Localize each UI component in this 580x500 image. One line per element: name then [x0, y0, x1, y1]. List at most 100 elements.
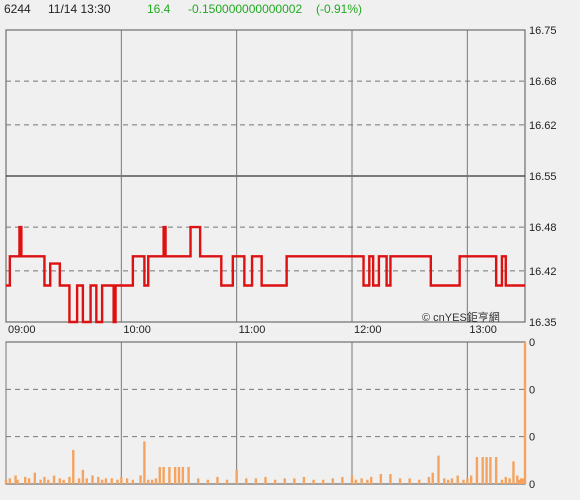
- volume-bar: [181, 466, 185, 484]
- price-chart: 16.75 16.68 16.62 16.55 16.48 16.42 16.35 09:00…: [5, 25, 557, 336]
- volume-bar: [254, 478, 258, 484]
- volume-bar: [52, 475, 56, 484]
- volume-bar: [273, 479, 277, 484]
- volume-bar: [85, 478, 88, 484]
- volume-bar: [33, 472, 37, 484]
- price-y-tick: 16.48: [529, 222, 557, 234]
- watermark: © cnYES鉅亨網: [422, 312, 500, 324]
- volume-bar: [431, 472, 434, 484]
- volume-bar: [321, 479, 325, 484]
- volume-bar: [91, 475, 94, 484]
- volume-bar: [197, 478, 200, 484]
- volume-bar: [206, 479, 210, 484]
- volume-bar: [366, 479, 369, 484]
- volume-bar: [427, 476, 431, 484]
- price-x-tick: 11:00: [239, 324, 266, 336]
- volume-bar: [443, 478, 446, 484]
- volume-bar: [500, 479, 504, 484]
- volume-bar: [475, 457, 479, 484]
- volume-bar: [354, 479, 358, 484]
- volume-bar: [450, 478, 454, 484]
- volume-bar: [125, 478, 129, 484]
- volume-bar: [360, 478, 363, 484]
- volume-bar: [43, 476, 46, 484]
- volume-bar: [39, 479, 42, 484]
- volume-bar: [8, 478, 12, 484]
- volume-bar: [14, 475, 17, 484]
- volume-bar: [518, 479, 521, 484]
- symbol-code: 6244: [4, 2, 31, 16]
- price-line: [6, 225, 525, 324]
- volume-bar: [110, 478, 113, 484]
- volume-bar: [58, 478, 62, 484]
- volume-bar: [162, 466, 165, 484]
- volume-bar: [100, 479, 104, 484]
- volume-bar: [379, 474, 383, 484]
- volume-bar: [116, 479, 119, 484]
- volume-bar: [168, 466, 171, 484]
- price-y-tick: 16.62: [529, 120, 557, 132]
- volume-bar: [283, 478, 286, 484]
- volume-bar: [462, 479, 465, 484]
- volume-bar: [389, 474, 392, 484]
- volume-bar: [77, 478, 81, 484]
- price-change: -0.150000000000002: [188, 2, 303, 16]
- volume-bar: [508, 478, 511, 484]
- volume-frame: [5, 341, 526, 485]
- volume-bar: [418, 479, 421, 484]
- volume-bar: [519, 478, 523, 484]
- volume-bar: [494, 457, 498, 484]
- volume-bar: [235, 469, 238, 484]
- volume-y-tick: 0: [529, 337, 535, 349]
- volume-y-tick: 0: [529, 479, 535, 491]
- volume-bar: [225, 479, 229, 484]
- volume-y-tick: 0: [529, 384, 535, 396]
- price-x-tick: 12:00: [354, 324, 382, 336]
- volume-bar: [516, 475, 519, 484]
- volume-bar: [120, 476, 123, 484]
- volume-bar: [466, 478, 469, 484]
- volume-bar: [370, 476, 373, 484]
- price-y-tick: 16.68: [529, 76, 557, 88]
- volume-bar: [437, 455, 440, 484]
- last-price: 16.4: [147, 2, 171, 16]
- volume-bar: [489, 457, 492, 484]
- volume-bar: [521, 478, 525, 484]
- datetime: 11/14 13:30: [48, 2, 111, 16]
- volume-bar: [408, 478, 411, 484]
- volume-bar: [302, 476, 306, 484]
- volume-bar: [350, 475, 354, 484]
- volume-bar: [485, 457, 488, 484]
- volume-bar: [456, 475, 459, 484]
- volume-bar: [62, 479, 65, 484]
- volume-bar: [341, 476, 344, 484]
- volume-bar: [469, 475, 473, 484]
- price-change-pct: (-0.91%): [316, 2, 363, 16]
- volume-y-tick: 0: [529, 432, 535, 444]
- volume-bar: [150, 479, 154, 484]
- volume-bar: [47, 479, 50, 484]
- volume-bar: [81, 469, 85, 484]
- volume-bar: [104, 478, 108, 484]
- volume-bar: [72, 449, 75, 484]
- volume-bar: [154, 478, 158, 484]
- volume-bar: [187, 466, 190, 484]
- volume-bar: [481, 457, 484, 484]
- volume-bar: [131, 479, 135, 484]
- volume-bar: [4, 479, 8, 484]
- price-x-tick: 10:00: [123, 324, 151, 336]
- volume-bar: [512, 461, 515, 484]
- volume-bar: [446, 479, 450, 484]
- volume-bar: [147, 479, 150, 484]
- volume-bar: [16, 479, 19, 484]
- volume-bar: [398, 478, 402, 484]
- volume-bar: [173, 466, 177, 484]
- volume-bar: [177, 466, 181, 484]
- volume-bar: [24, 476, 27, 484]
- volume-bar: [293, 478, 296, 484]
- price-y-tick: 16.35: [529, 317, 557, 329]
- volume-bar: [312, 479, 315, 484]
- volume-bar: [27, 478, 31, 484]
